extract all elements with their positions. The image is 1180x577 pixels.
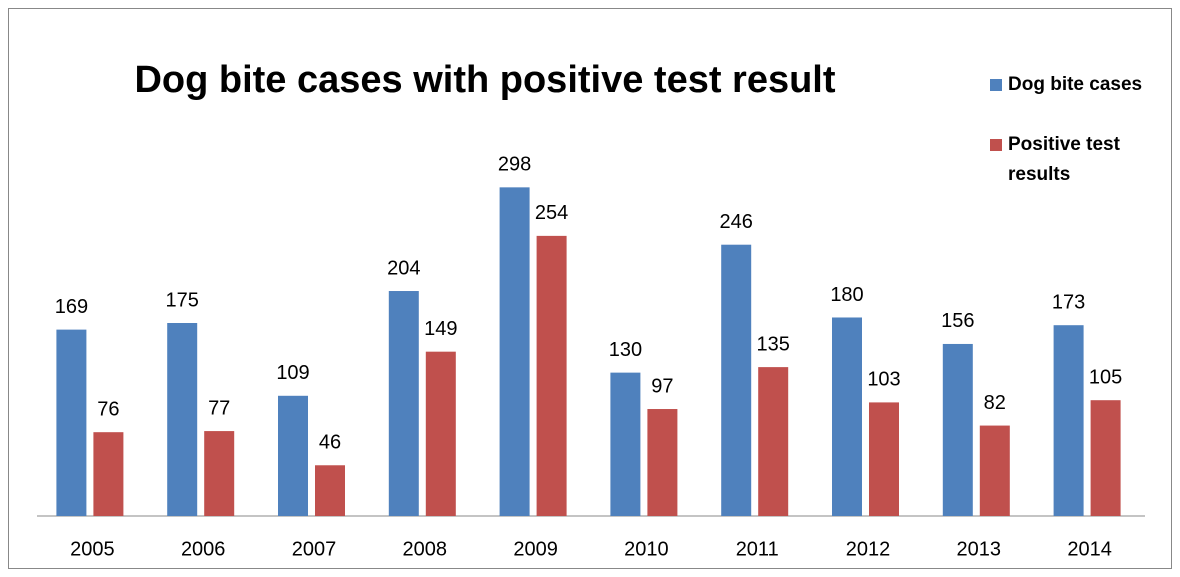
data-label: 169	[55, 296, 88, 318]
bar	[499, 187, 530, 516]
data-label: 77	[208, 397, 230, 419]
bar	[758, 367, 789, 516]
legend-label: Dog bite cases	[1008, 74, 1143, 95]
bar	[979, 425, 1010, 516]
data-label: 175	[166, 289, 199, 311]
bar	[388, 291, 419, 516]
chart-border	[8, 8, 1172, 569]
bar	[1053, 325, 1084, 516]
data-label: 97	[651, 375, 673, 397]
data-label: 105	[1089, 366, 1122, 388]
data-label: 180	[830, 284, 863, 306]
legend-swatch	[990, 79, 1002, 91]
bar	[536, 235, 567, 517]
bar	[204, 431, 235, 516]
data-label: 130	[609, 339, 642, 361]
x-tick-label: 2005	[70, 538, 115, 560]
bar	[167, 323, 198, 516]
data-label: 109	[276, 362, 309, 384]
x-tick-label: 2009	[513, 538, 558, 560]
data-label: 173	[1052, 291, 1085, 313]
data-label: 135	[757, 333, 790, 355]
data-label: 103	[867, 369, 900, 391]
x-tick-label: 2007	[292, 538, 337, 560]
x-tick-label: 2014	[1067, 538, 1112, 560]
bar	[425, 351, 456, 516]
data-label: 82	[984, 392, 1006, 414]
data-label: 156	[941, 310, 974, 332]
data-label: 298	[498, 154, 531, 176]
x-tick-label: 2006	[181, 538, 226, 560]
data-label: 204	[387, 257, 420, 279]
legend-swatch	[990, 139, 1002, 151]
data-label: 254	[535, 202, 568, 224]
bar	[315, 465, 345, 516]
bar	[942, 343, 973, 516]
bar	[610, 372, 641, 516]
legend-label: Positive test results	[1008, 134, 1120, 185]
x-tick-label: 2008	[403, 538, 448, 560]
bar	[278, 395, 308, 516]
x-tick-label: 2010	[624, 538, 669, 560]
data-label: 76	[97, 398, 119, 420]
x-tick-label: 2011	[736, 538, 779, 560]
data-label: 149	[424, 318, 457, 340]
bar	[1090, 400, 1121, 516]
bar	[93, 432, 124, 516]
x-tick-label: 2012	[846, 538, 891, 560]
data-label: 246	[720, 211, 753, 233]
bar	[56, 329, 87, 516]
bar	[647, 409, 678, 516]
data-label: 46	[319, 432, 341, 454]
chart-title: Dog bite cases with positive test result	[134, 59, 835, 101]
bar	[869, 402, 899, 516]
x-tick-label: 2013	[957, 538, 1002, 560]
bar	[832, 317, 862, 516]
bar	[721, 244, 752, 516]
